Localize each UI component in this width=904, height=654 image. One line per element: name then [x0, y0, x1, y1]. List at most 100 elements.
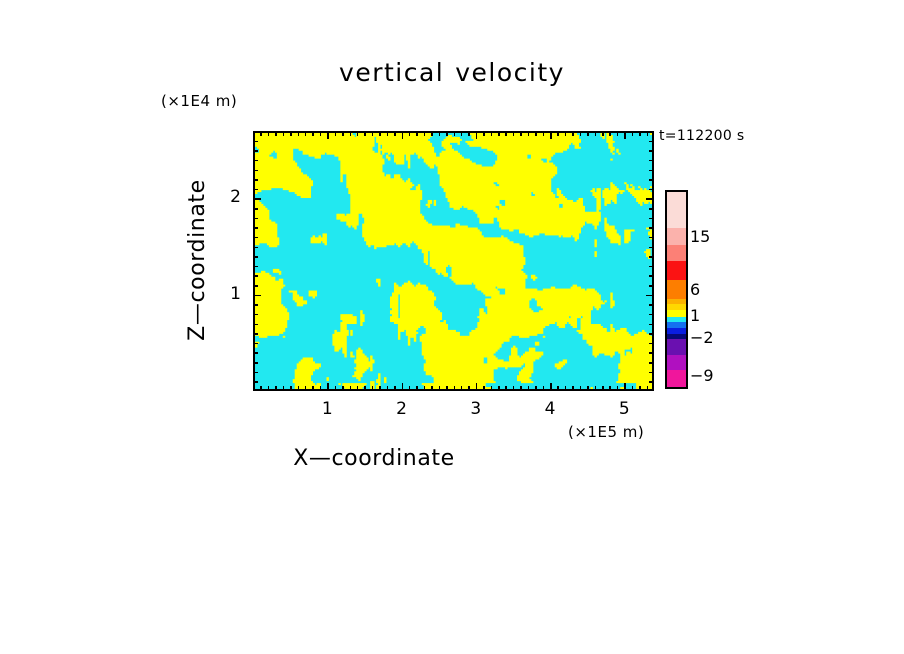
x-tick-mark [646, 386, 649, 391]
y-tick-mark [253, 227, 258, 229]
colorbar-tick-label: 6 [690, 280, 701, 299]
x-tick-mark [550, 131, 552, 139]
y-tick-mark [253, 381, 258, 383]
x-tick-mark [312, 386, 314, 391]
x-tick-mark [602, 386, 604, 391]
x-tick-mark [631, 386, 634, 391]
x-tick-mark [371, 386, 374, 391]
x-tick-mark [371, 131, 374, 136]
velocity-field [255, 133, 652, 389]
y-tick-mark [253, 256, 258, 258]
y-tick-mark [649, 236, 654, 239]
x-tick-mark [423, 386, 426, 391]
y-tick-mark [253, 188, 258, 191]
y-tick-mark [646, 198, 654, 200]
x-tick-mark [394, 386, 396, 391]
x-tick-mark [260, 131, 262, 136]
x-tick-mark [631, 131, 634, 136]
colorbar-tick-label: 1 [690, 306, 701, 325]
y-tick-mark [253, 362, 258, 364]
y-tick-mark [253, 217, 258, 220]
x-tick-mark [356, 386, 359, 391]
y-tick-mark [253, 352, 258, 354]
x-tick-mark [468, 386, 470, 391]
x-tick-mark [505, 131, 507, 136]
y-tick-label: 2 [230, 187, 241, 208]
y-tick-mark [253, 275, 258, 277]
x-tick-mark [312, 131, 314, 136]
x-tick-mark [646, 131, 649, 136]
x-tick-mark [490, 386, 493, 391]
x-tick-mark [579, 131, 582, 136]
x-tick-mark [446, 131, 448, 136]
y-tick-mark [649, 333, 654, 335]
x-tick-mark [282, 386, 285, 391]
x-tick-mark [475, 131, 478, 139]
x-tick-mark [624, 383, 626, 391]
x-axis-unit-label: (×1E5 m) [568, 423, 645, 441]
y-tick-mark [253, 342, 258, 345]
y-axis-title: Z—coordinate [185, 179, 210, 341]
y-tick-mark [253, 313, 258, 316]
x-tick-mark [275, 131, 277, 136]
y-tick-mark [649, 159, 654, 162]
x-tick-mark [639, 131, 641, 136]
colorbar-tick-label: −2 [690, 328, 714, 347]
x-tick-mark [304, 386, 307, 391]
x-tick-mark [297, 386, 300, 391]
x-tick-label: 2 [396, 399, 407, 419]
x-tick-mark [572, 386, 574, 391]
x-tick-mark [520, 131, 522, 136]
x-tick-mark [364, 131, 366, 136]
y-tick-mark [649, 188, 654, 191]
x-tick-mark [282, 131, 285, 136]
x-tick-mark [527, 386, 530, 391]
colorbar-band [667, 309, 686, 317]
x-tick-mark [334, 386, 337, 391]
x-tick-mark [453, 386, 455, 391]
x-tick-mark [609, 386, 611, 391]
page-title: vertical velocity [339, 58, 565, 87]
x-tick-mark [498, 131, 500, 136]
x-tick-mark [475, 383, 478, 391]
y-tick-mark [649, 304, 654, 306]
x-tick-mark [327, 131, 329, 139]
x-tick-mark [386, 131, 389, 136]
y-tick-mark [253, 208, 258, 210]
colorbar-band [667, 298, 686, 305]
x-tick-mark [579, 386, 582, 391]
x-tick-label: 4 [544, 399, 556, 419]
y-tick-mark [253, 198, 261, 200]
y-tick-mark [649, 371, 654, 374]
x-tick-mark [356, 131, 359, 136]
x-tick-mark [423, 131, 426, 136]
x-tick-mark [438, 386, 441, 391]
colorbar[interactable] [665, 190, 688, 389]
contour-plot-area[interactable] [253, 131, 654, 391]
x-tick-mark [327, 383, 329, 391]
x-tick-mark [564, 386, 567, 391]
y-tick-mark [649, 362, 654, 364]
x-tick-mark [483, 131, 485, 136]
y-tick-mark [649, 381, 654, 383]
x-tick-mark [334, 131, 337, 136]
x-tick-mark [512, 386, 515, 391]
x-tick-mark [542, 131, 545, 136]
x-tick-label: 1 [321, 399, 333, 419]
x-tick-mark [460, 131, 463, 136]
x-tick-mark [557, 131, 559, 136]
colorbar-band [667, 369, 686, 387]
y-tick-mark [253, 246, 258, 249]
x-tick-mark [505, 386, 507, 391]
x-tick-mark [587, 386, 589, 391]
x-tick-mark [453, 131, 455, 136]
y-tick-mark [649, 285, 654, 287]
x-tick-mark [267, 131, 270, 136]
x-tick-mark [498, 386, 500, 391]
x-tick-mark [594, 131, 597, 136]
x-tick-mark [602, 131, 604, 136]
colorbar-band [667, 245, 686, 262]
colorbar-band [667, 328, 686, 334]
colorbar-tick-label: 15 [690, 227, 711, 246]
x-tick-mark [438, 131, 441, 136]
